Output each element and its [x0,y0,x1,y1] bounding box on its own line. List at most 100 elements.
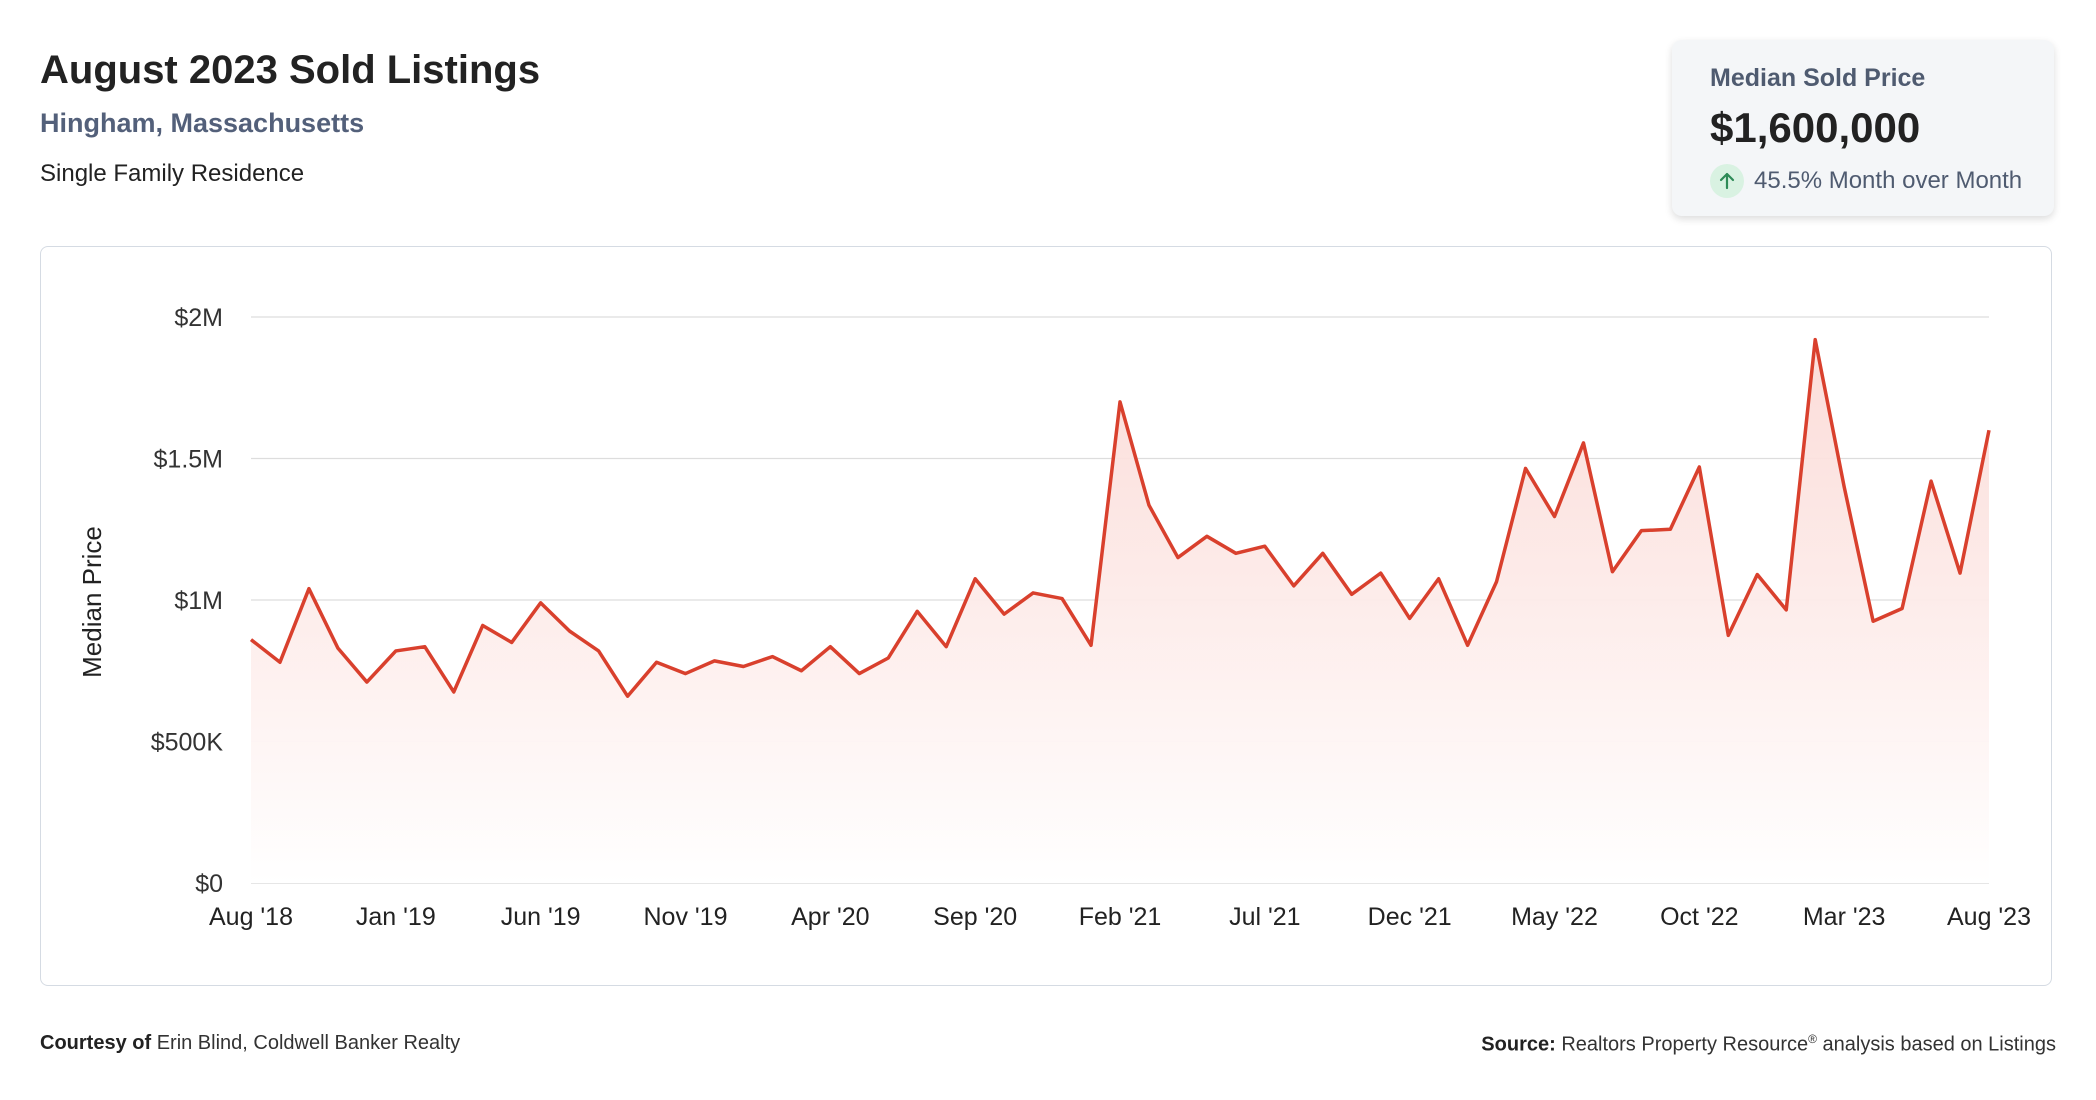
data-point[interactable] [1027,587,1039,599]
y-tick-label: $1M [174,587,223,615]
data-point[interactable] [940,641,952,653]
data-point[interactable] [390,645,402,657]
x-tick-label: Jan '19 [356,903,436,931]
data-point[interactable] [708,655,720,667]
series-line [245,334,1995,702]
data-point[interactable] [274,656,286,668]
data-point[interactable] [1462,639,1474,651]
source-label: Source: [1481,1033,1556,1056]
x-tick-label: May '22 [1511,903,1598,931]
data-point[interactable] [1780,604,1792,616]
data-point[interactable] [1722,629,1734,641]
property-type-label: Single Family Residence [40,160,305,187]
data-point[interactable] [1606,566,1618,578]
y-axis-label: Median Price [77,526,107,678]
data-point[interactable] [1433,573,1445,585]
data-point[interactable] [1404,612,1416,624]
data-point[interactable] [303,583,315,595]
data-point[interactable] [1954,567,1966,579]
data-point[interactable] [1549,511,1561,523]
location-subtitle: Hingham, Massachusetts [40,108,365,138]
page-title: August 2023 Sold Listings [40,48,541,92]
x-axis-ticks: Aug '18 Jan '19 Jun '19 Nov '19 Apr '20 Sep '… [209,903,2031,931]
x-tick-label: Nov '19 [644,903,728,931]
data-point[interactable] [882,652,894,664]
registered-mark: ® [1808,1032,1817,1046]
data-point[interactable] [1751,569,1763,581]
data-point[interactable] [1375,567,1387,579]
x-tick-label: Aug '23 [1947,903,2031,931]
card-change-text: 45.5% Month over Month [1754,167,2023,194]
data-point[interactable] [506,636,518,648]
data-point[interactable] [419,641,431,653]
footer-source: Source: Realtors Property Resource® anal… [1481,1032,2056,1057]
y-tick-label: $500K [151,729,224,757]
data-point[interactable] [911,605,923,617]
median-price-line [249,337,1991,698]
data-point[interactable] [1172,552,1184,564]
courtesy-label: Courtesy of [40,1032,152,1054]
data-point[interactable] [622,690,634,702]
y-tick-label: $0 [195,870,223,898]
data-point[interactable] [998,608,1010,620]
data-point[interactable] [1143,499,1155,511]
data-point[interactable] [361,676,373,688]
data-point[interactable] [1317,547,1329,559]
data-point[interactable] [1085,639,1097,651]
card-label: Median Sold Price [1710,64,1926,92]
data-point[interactable] [824,641,836,653]
x-tick-label: Aug '18 [209,903,293,931]
data-point[interactable] [1491,576,1503,588]
data-point[interactable] [1577,437,1589,449]
data-point[interactable] [535,597,547,609]
source-text-2: analysis based on Listings [1816,1033,2057,1056]
x-tick-label: Sep '20 [933,903,1017,931]
data-point[interactable] [853,668,865,680]
data-point[interactable] [651,656,663,668]
data-point[interactable] [680,668,692,680]
data-point[interactable] [1867,615,1879,627]
data-point[interactable] [1288,580,1300,592]
data-point[interactable] [1259,540,1271,552]
data-point[interactable] [448,686,460,698]
data-point[interactable] [1635,525,1647,537]
data-point[interactable] [969,573,981,585]
x-tick-label: Apr '20 [791,903,869,931]
data-point[interactable] [477,619,489,631]
data-point[interactable] [1114,396,1126,408]
card-value: $1,600,000 [1710,104,1921,151]
x-tick-label: Dec '21 [1368,903,1452,931]
data-point[interactable] [1201,530,1213,542]
data-point[interactable] [1809,334,1821,346]
data-point[interactable] [766,651,778,663]
data-point[interactable] [1838,481,1850,493]
arrow-up-icon [1710,164,1744,198]
data-point[interactable] [1664,523,1676,535]
y-tick-label: $2M [174,304,223,332]
data-point[interactable] [245,634,257,646]
data-point[interactable] [1346,588,1358,600]
y-axis-ticks: $0 $500K $1M $1.5M $2M [151,304,224,898]
data-point[interactable] [1896,602,1908,614]
area-fill [251,339,1989,883]
data-point[interactable] [795,665,807,677]
data-point[interactable] [1693,461,1705,473]
data-point[interactable] [1983,424,1995,436]
data-point[interactable] [737,661,749,673]
x-tick-label: Mar '23 [1803,903,1886,931]
y-tick-label: $1.5M [154,446,223,474]
data-point[interactable] [1925,475,1937,487]
data-point[interactable] [1520,462,1532,474]
data-point[interactable] [564,625,576,637]
courtesy-text: Erin Blind, Coldwell Banker Realty [156,1032,461,1054]
data-point[interactable] [1230,547,1242,559]
card-change: 45.5% Month over Month [1710,164,2022,198]
data-point[interactable] [1056,593,1068,605]
data-point[interactable] [593,645,605,657]
data-point[interactable] [332,642,344,654]
source-text-1: Realtors Property Resource [1561,1033,1809,1056]
median-price-chart: $0 $500K $1M $1.5M $2M Aug '18 Jan '19 Jun '19… [77,304,2031,931]
area-path [251,339,1989,883]
x-tick-label: Oct '22 [1660,903,1738,931]
footer-courtesy: Courtesy of Erin Blind, Coldwell Banker … [40,1032,460,1055]
